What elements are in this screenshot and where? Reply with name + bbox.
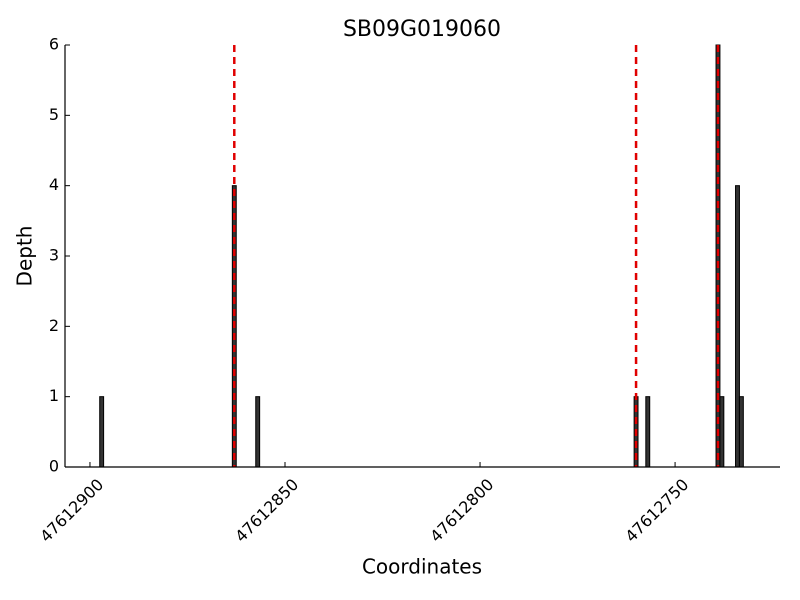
bar bbox=[99, 396, 105, 468]
bar bbox=[645, 396, 651, 468]
chart-title: SB09G019060 bbox=[343, 17, 501, 42]
bar bbox=[738, 396, 744, 468]
x-axis-label: Coordinates bbox=[362, 555, 482, 579]
y-tick-label: 4 bbox=[49, 175, 59, 194]
bar bbox=[719, 396, 725, 468]
y-tick-label: 6 bbox=[49, 35, 59, 54]
y-tick-label: 1 bbox=[49, 386, 59, 405]
bar bbox=[255, 396, 261, 468]
y-axis-label: Depth bbox=[13, 226, 37, 287]
y-tick-label: 0 bbox=[49, 457, 59, 476]
y-tick-label: 3 bbox=[49, 246, 59, 265]
y-tick-label: 5 bbox=[49, 105, 59, 124]
bar bbox=[735, 185, 740, 468]
y-tick-label: 2 bbox=[49, 316, 59, 335]
